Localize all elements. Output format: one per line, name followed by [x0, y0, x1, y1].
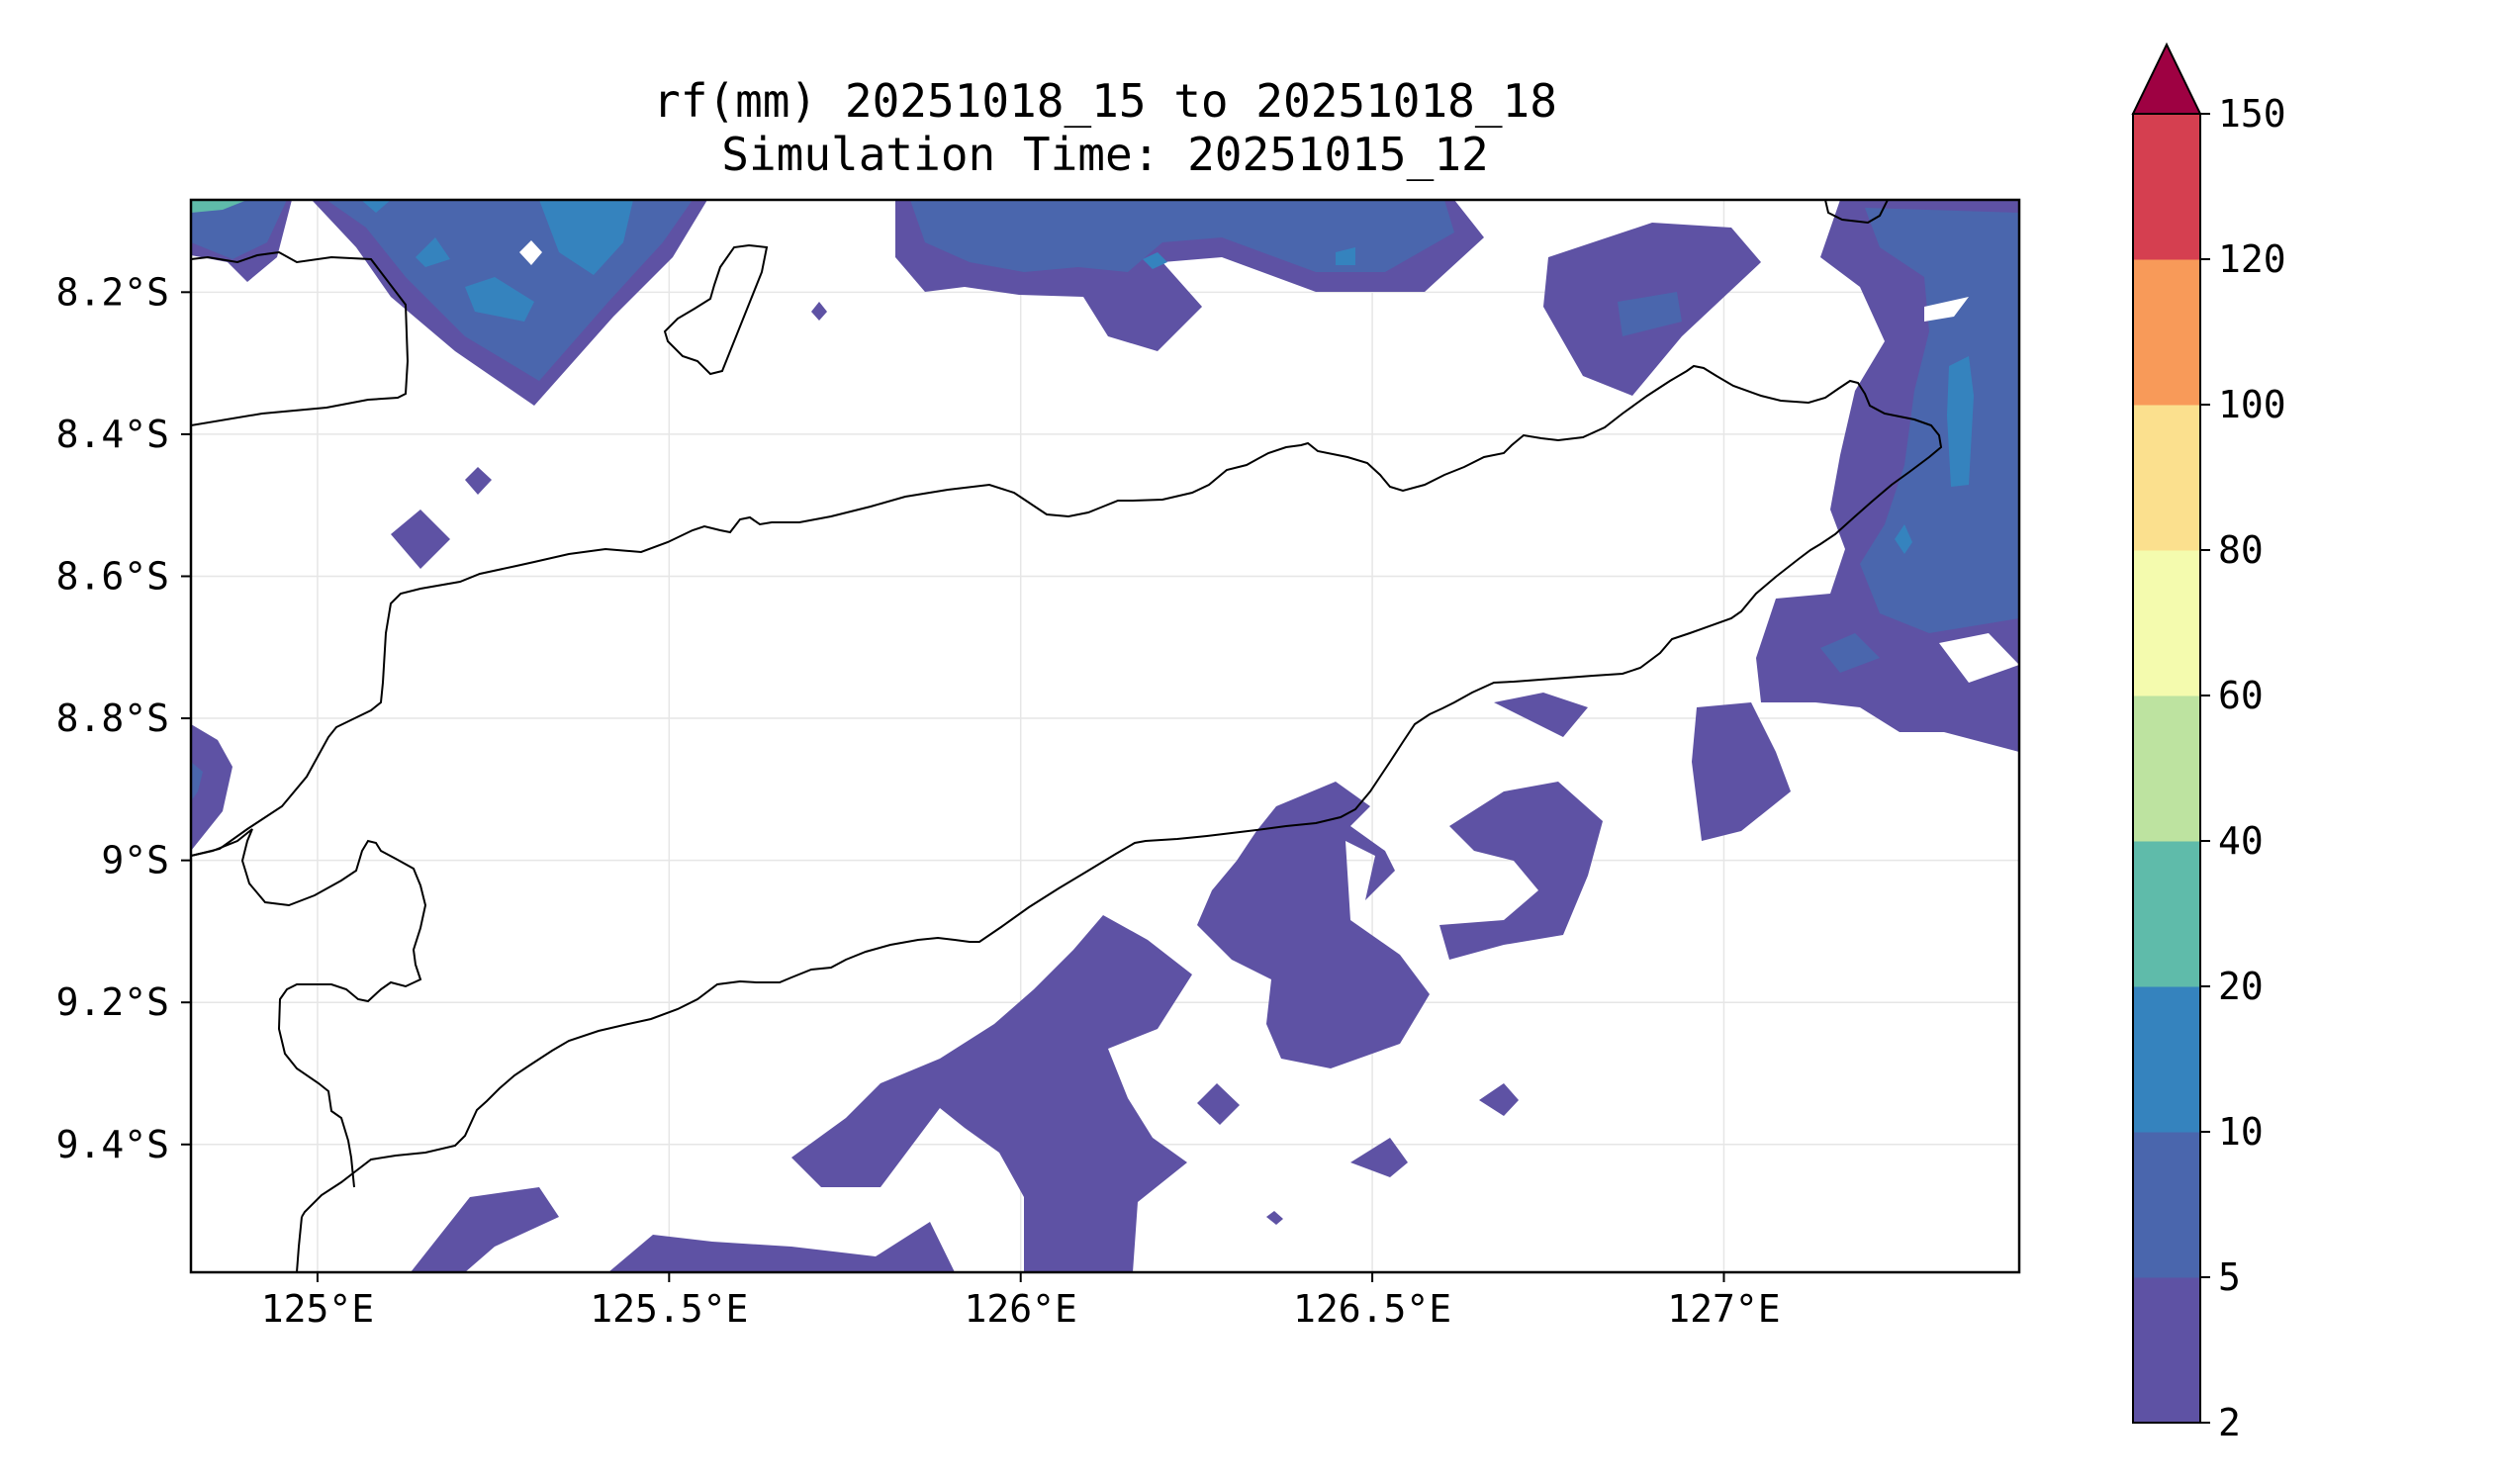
colorbar-segment — [2133, 114, 2200, 260]
rain-patch — [361, 200, 391, 213]
colorbar-tick-label: 10 — [2218, 1110, 2264, 1154]
rain-patch — [1197, 782, 1430, 1068]
rain-patch — [811, 302, 827, 321]
colorbar-segment — [2133, 1132, 2200, 1278]
rain-patch — [1479, 1083, 1519, 1116]
rain-patch — [416, 237, 450, 267]
rain-patch — [465, 467, 492, 495]
rain-patch — [1692, 702, 1791, 841]
rain-patch — [1266, 1211, 1283, 1225]
colorbar-tick-label: 5 — [2218, 1255, 2241, 1299]
rain-patch — [391, 510, 450, 569]
colorbar-tick-label: 120 — [2218, 237, 2286, 281]
coastline-west-timor-south — [191, 828, 427, 1188]
y-tick-label: 8.4°S — [56, 413, 169, 456]
colorbar-tick-label: 40 — [2218, 819, 2264, 863]
rain-patch — [1820, 633, 1880, 673]
rain-gap — [1924, 297, 1969, 322]
y-tick-label: 9°S — [101, 839, 169, 882]
colorbar-tick-label: 150 — [2218, 92, 2286, 136]
x-axis-ticks: 125°E 125.5°E 126°E 126.5°E 127°E — [261, 1272, 1781, 1331]
rain-patch — [1439, 782, 1603, 960]
rain-patch — [191, 200, 247, 213]
rain-gap — [519, 240, 542, 265]
x-tick-label: 126.5°E — [1293, 1287, 1451, 1331]
colorbar-frame — [2132, 113, 2201, 1424]
colorbar-tick-label: 100 — [2218, 383, 2286, 426]
rain-patch — [608, 1222, 955, 1272]
colorbar-extend-arrow — [2131, 42, 2202, 115]
rain-patch — [1618, 292, 1682, 336]
y-tick-label: 9.2°S — [56, 980, 169, 1024]
x-tick-label: 126°E — [965, 1287, 1077, 1331]
map-panel: 125°E 125.5°E 126°E 126.5°E 127°E 8.2°S 8.4°S… — [56, 198, 2021, 1331]
colorbar: 2 5 10 20 40 60 80 100 120 150 — [2131, 42, 2286, 1444]
figure-title-line1: rf(mm) 20251018_15 to 20251018_18 — [653, 74, 1557, 128]
colorbar-segment — [2133, 1277, 2200, 1424]
rain-patch — [465, 277, 534, 322]
rain-patch — [539, 200, 633, 275]
x-tick-label: 125°E — [261, 1287, 374, 1331]
rain-patch — [1350, 1138, 1408, 1177]
colorbar-tick-label: 60 — [2218, 674, 2264, 717]
colorbar-tick-label: 2 — [2218, 1401, 2241, 1444]
rain-patch — [1336, 247, 1355, 265]
figure-title-line2: Simulation Time: 20251015_12 — [721, 128, 1488, 181]
y-tick-label: 8.6°S — [56, 554, 169, 598]
rain-patch — [1143, 252, 1167, 269]
x-tick-label: 125.5°E — [590, 1287, 748, 1331]
rain-patch — [1895, 524, 1912, 554]
rain-level-20-40 — [191, 200, 247, 213]
rain-patch — [191, 724, 232, 851]
y-tick-label: 8.2°S — [56, 270, 169, 314]
rain-patch — [411, 1187, 559, 1272]
coastline-atauro-island — [663, 243, 769, 376]
colorbar-segment — [2133, 550, 2200, 696]
y-tick-label: 8.8°S — [56, 696, 169, 740]
rain-patch — [191, 762, 203, 801]
coastline-north-timor — [191, 250, 410, 426]
colorbar-segment — [2133, 841, 2200, 987]
rain-patch — [1197, 1083, 1240, 1125]
coastline-south-west — [296, 1216, 303, 1272]
rain-gap — [1939, 633, 2019, 683]
rain-patch — [1949, 668, 2019, 752]
rain-patch — [791, 915, 1192, 1272]
rain-holes — [519, 240, 2019, 683]
coastline-timor-south-of-north-coast — [191, 364, 1943, 1218]
colorbar-segment — [2133, 986, 2200, 1133]
rain-patch — [1860, 208, 2019, 633]
y-axis-ticks: 8.2°S 8.4°S 8.6°S 8.8°S 9°S 9.2°S 9.4°S — [56, 270, 191, 1166]
colorbar-segment — [2133, 696, 2200, 842]
x-tick-label: 127°E — [1667, 1287, 1780, 1331]
rainfall-contours — [191, 200, 2019, 1272]
rain-patch — [1494, 693, 1588, 737]
map-frame — [189, 198, 2021, 1274]
coastline-wetar — [1824, 200, 1889, 225]
colorbar-tick-label: 80 — [2218, 528, 2264, 572]
colorbar-segment — [2133, 405, 2200, 551]
rain-level-10-20 — [361, 200, 1974, 554]
colorbar-tick-label: 20 — [2218, 965, 2264, 1008]
y-tick-label: 9.4°S — [56, 1123, 169, 1166]
coastlines — [191, 200, 1943, 1272]
rain-patch — [191, 200, 287, 259]
rain-patch — [1947, 356, 1974, 487]
colorbar-segment — [2133, 259, 2200, 406]
rain-patch — [910, 200, 1454, 272]
